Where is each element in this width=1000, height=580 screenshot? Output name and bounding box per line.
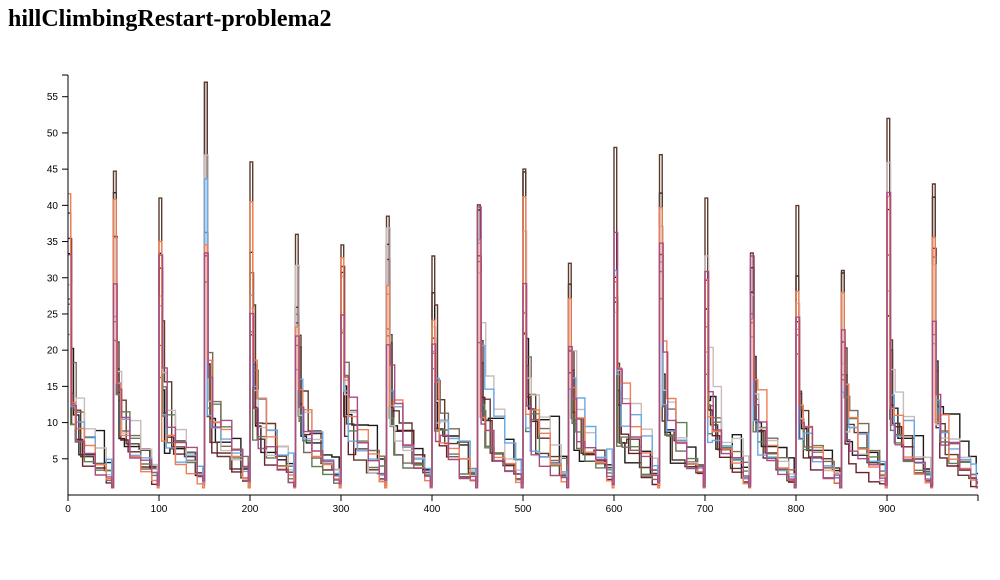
x-tick-label: 0	[65, 504, 71, 515]
y-tick-label: 30	[47, 273, 59, 284]
x-tick-label: 300	[333, 504, 350, 515]
y-tick-label: 25	[47, 309, 59, 320]
x-tick-label: 500	[515, 504, 532, 515]
x-tick-label: 400	[424, 504, 441, 515]
y-tick-label: 20	[47, 346, 59, 357]
x-tick-label: 900	[879, 504, 896, 515]
x-tick-label: 800	[788, 504, 805, 515]
x-tick-label: 200	[242, 504, 259, 515]
y-tick-label: 10	[47, 418, 59, 429]
y-tick-label: 55	[47, 92, 59, 103]
y-tick-label: 5	[52, 454, 58, 465]
y-tick-label: 40	[47, 201, 59, 212]
y-tick-label: 35	[47, 237, 59, 248]
y-tick-label: 45	[47, 165, 59, 176]
x-tick-label: 600	[606, 504, 623, 515]
axes: 5 10 15 20 25 30 35 40 45 50 55 0 100 200 300 400 500 600…	[47, 74, 979, 515]
y-tick-label: 50	[47, 128, 59, 139]
y-tick-label: 15	[47, 382, 59, 393]
x-tick-label: 100	[151, 504, 168, 515]
x-tick-label: 700	[697, 504, 714, 515]
series-lines	[68, 81, 978, 489]
series-line	[68, 191, 978, 489]
chart-title: hillClimbingRestart-problema2	[8, 6, 332, 32]
